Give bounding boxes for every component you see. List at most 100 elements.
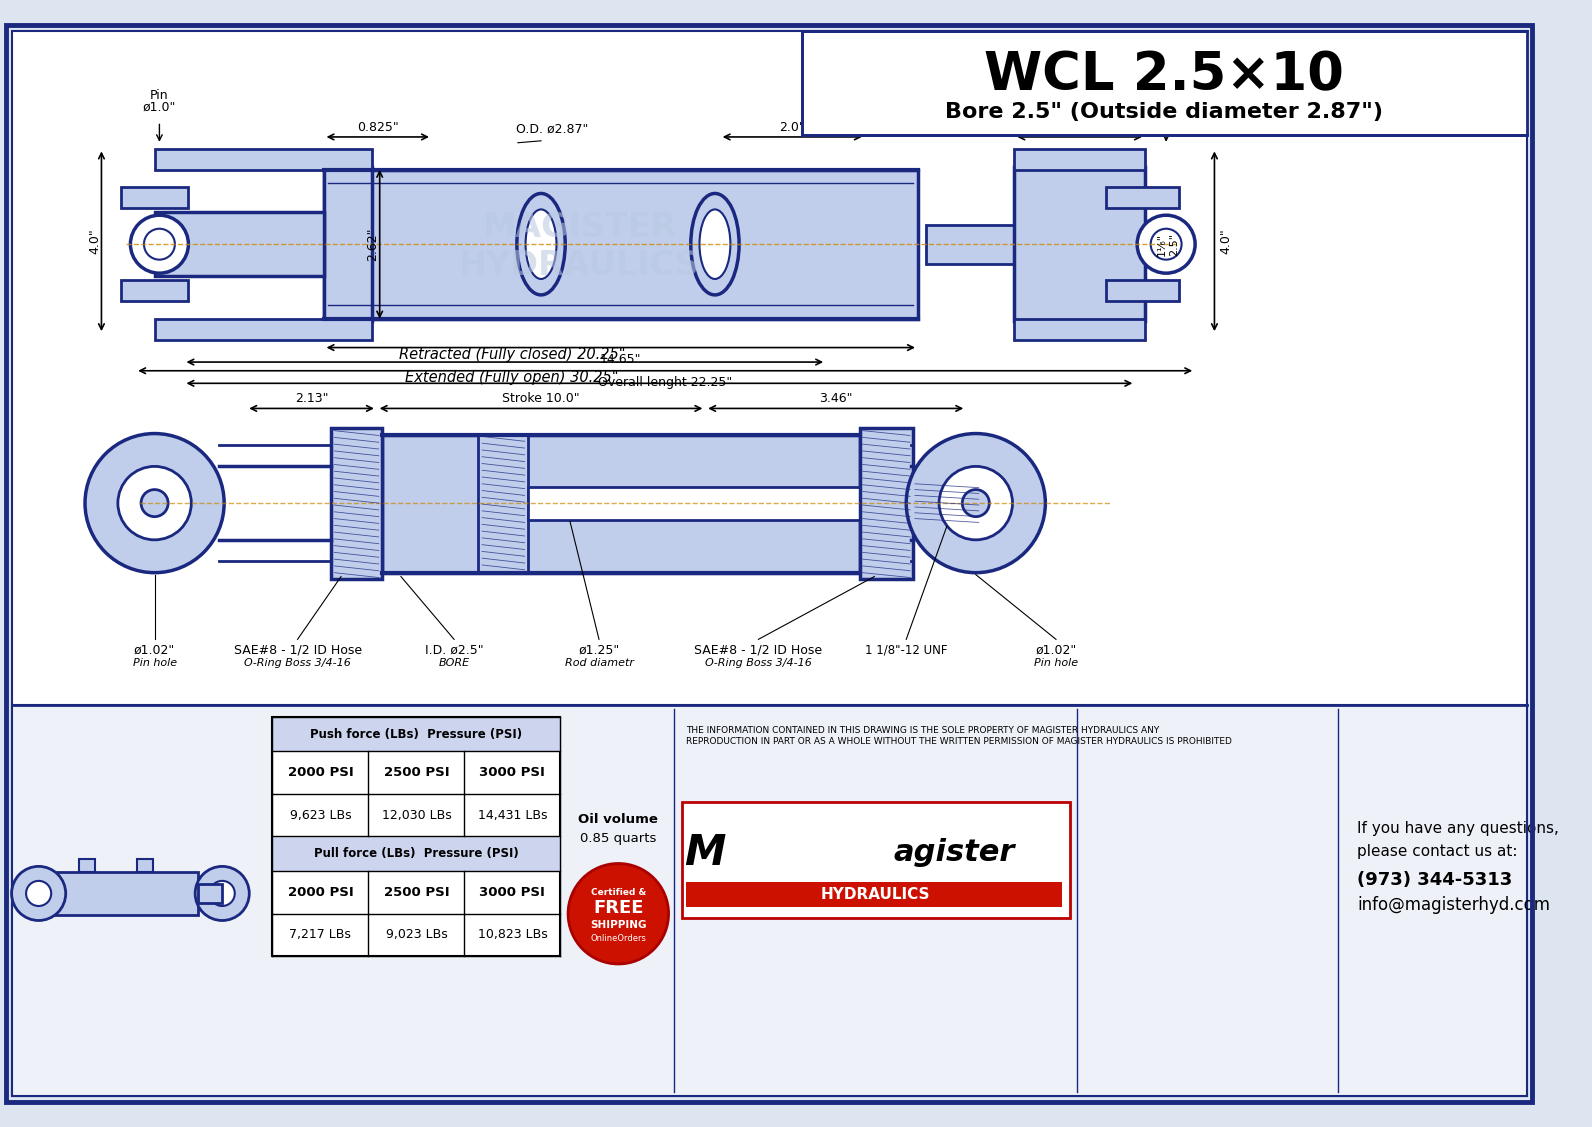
Text: O-Ring Boss 3/4-16: O-Ring Boss 3/4-16 [244,658,350,667]
Text: 3000 PSI: 3000 PSI [479,766,546,779]
Bar [154,149,373,170]
Ellipse shape [691,194,739,295]
Bar [382,435,860,573]
Text: 9,023 LBs: 9,023 LBs [385,929,447,941]
Bar [48,872,197,915]
Text: 2500 PSI: 2500 PSI [384,886,449,899]
Circle shape [25,881,51,906]
Text: agister: agister [893,838,1014,868]
Bar [331,428,382,579]
Text: HYDRAULICS: HYDRAULICS [821,887,931,902]
Bar [681,801,1070,917]
Bar [802,30,1527,135]
Circle shape [962,489,989,516]
Circle shape [131,215,188,273]
Bar [272,717,560,956]
Text: (973) 344-5313: (973) 344-5313 [1358,871,1512,889]
Bar [272,717,560,752]
Text: 7,217 LBs: 7,217 LBs [290,929,352,941]
Text: 1¹⁄₆": 1¹⁄₆" [1156,232,1167,256]
Text: SAE#8 - 1/2 ID Hose: SAE#8 - 1/2 ID Hose [234,644,361,656]
Text: Push force (LBs)  Pressure (PSI): Push force (LBs) Pressure (PSI) [310,728,522,740]
Bar [323,170,919,319]
Text: BORE: BORE [438,658,470,667]
Text: ø1.02": ø1.02" [134,644,175,656]
Bar [80,859,94,872]
Bar [154,212,323,276]
Text: please contact us at:: please contact us at: [1358,844,1517,859]
Text: FREE: FREE [594,899,643,917]
Text: 4.0": 4.0" [88,229,100,255]
Bar [154,319,373,340]
Text: 2000 PSI: 2000 PSI [288,766,353,779]
Text: THE INFORMATION CONTAINED IN THIS DRAWING IS THE SOLE PROPERTY OF MAGISTER HYDRA: THE INFORMATION CONTAINED IN THIS DRAWIN… [686,726,1232,746]
Text: 3.46": 3.46" [818,392,852,406]
Text: WCL 2.5×10: WCL 2.5×10 [984,50,1344,101]
Text: 2.5": 2.5" [1169,232,1180,256]
Text: O.D. ø2.87": O.D. ø2.87" [516,123,589,136]
Text: OnlineOrders: OnlineOrders [591,934,646,943]
Text: 12,030 LBs: 12,030 LBs [382,809,451,822]
Text: M: M [685,832,726,873]
Text: If you have any questions,: If you have any questions, [1358,820,1559,836]
Text: Rod diamеtr: Rod diamеtr [565,658,634,667]
Text: ø1.02": ø1.02" [1035,644,1076,656]
Ellipse shape [517,194,565,295]
Text: Extended (Fully open) 30.25": Extended (Fully open) 30.25" [406,370,619,385]
Bar [121,187,188,208]
Circle shape [210,881,234,906]
Bar [1106,187,1178,208]
Bar [1014,167,1145,321]
Text: 10,823 LBs: 10,823 LBs [478,929,548,941]
Circle shape [568,863,669,964]
Text: 0.85 quarts: 0.85 quarts [579,832,656,845]
Bar [1014,319,1145,340]
Text: Bore 2.5" (Outside diameter 2.87"): Bore 2.5" (Outside diameter 2.87") [946,101,1383,122]
Text: 0.825": 0.825" [357,121,398,134]
Bar [1106,279,1178,301]
Text: ø1.25": ø1.25" [578,644,619,656]
Bar [860,428,912,579]
Circle shape [939,467,1013,540]
Bar [137,859,153,872]
Text: Pin: Pin [1157,89,1175,103]
Text: 2.62": 2.62" [366,228,379,261]
Text: 4.0": 4.0" [1219,229,1232,255]
Circle shape [84,434,224,573]
Text: Certified &: Certified & [591,888,646,897]
Circle shape [1137,215,1196,273]
Text: Pull force (LBs)  Pressure (PSI): Pull force (LBs) Pressure (PSI) [314,848,519,860]
Text: 2.0": 2.0" [780,121,806,134]
Bar [1014,149,1145,170]
Circle shape [11,867,65,921]
Text: ø1.0": ø1.0" [1149,100,1183,114]
Text: 2500 PSI: 2500 PSI [384,766,449,779]
Text: Stroke 10.0": Stroke 10.0" [501,392,579,406]
Bar [529,487,912,520]
Bar [323,167,373,321]
Text: Pin: Pin [150,89,169,103]
Text: ø1.0": ø1.0" [143,100,177,114]
Bar [686,881,1062,907]
Text: 14,431 LBs: 14,431 LBs [478,809,548,822]
Text: Overall lenght 22.25": Overall lenght 22.25" [599,375,732,389]
Bar [11,706,1527,1097]
Text: I.D. ø2.5": I.D. ø2.5" [425,644,484,656]
Text: Retracted (Fully closed) 20.25": Retracted (Fully closed) 20.25" [400,347,626,362]
Text: info@magisterhyd.com: info@magisterhyd.com [1358,896,1551,914]
Text: 1 1/8"-12 UNF: 1 1/8"-12 UNF [864,644,947,656]
Circle shape [118,467,191,540]
Text: 9,623 LBs: 9,623 LBs [290,809,352,822]
Text: 2.13": 2.13" [1063,121,1097,134]
Circle shape [1151,229,1181,259]
Bar [121,279,188,301]
Text: SAE#8 - 1/2 ID Hose: SAE#8 - 1/2 ID Hose [694,644,823,656]
Circle shape [906,434,1046,573]
Circle shape [143,229,175,259]
Text: 2.13": 2.13" [295,392,328,406]
Text: O-Ring Boss 3/4-16: O-Ring Boss 3/4-16 [705,658,812,667]
Ellipse shape [525,210,557,279]
Bar [272,836,560,871]
Circle shape [196,867,250,921]
Bar [197,884,223,903]
